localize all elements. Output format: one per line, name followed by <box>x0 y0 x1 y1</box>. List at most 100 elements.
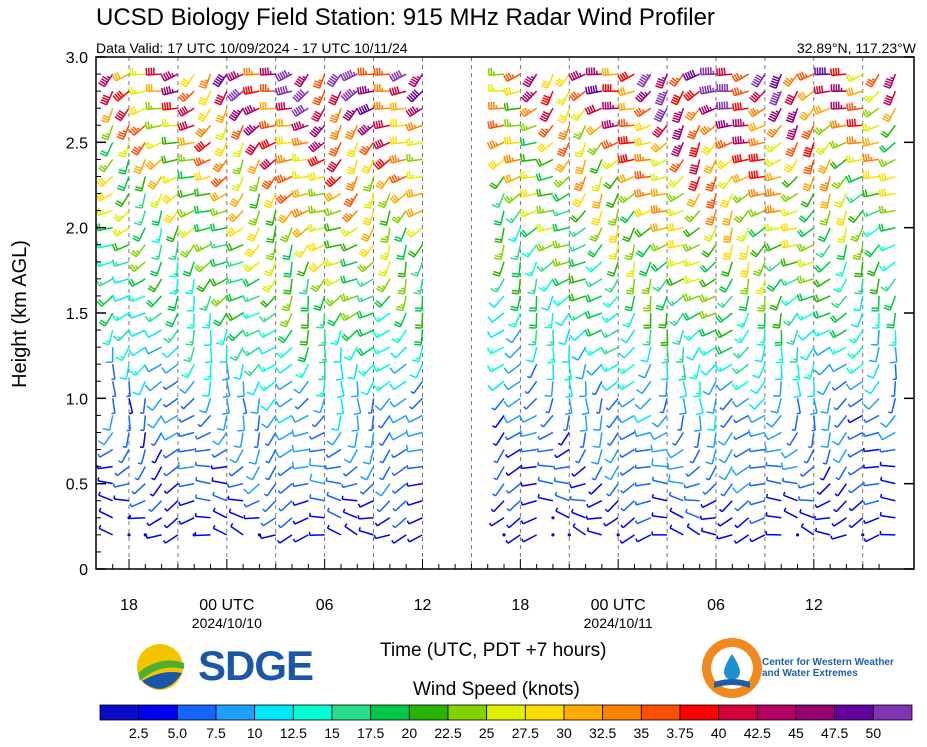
wind-barb <box>554 491 570 502</box>
wind-barb <box>585 515 602 520</box>
wind-barb <box>329 107 342 124</box>
wind-barb <box>228 508 244 519</box>
wind-barb <box>617 173 635 184</box>
wind-barb <box>633 207 652 218</box>
colorbar-label: 2.5 <box>129 725 149 741</box>
wind-barb <box>749 244 766 258</box>
wind-barb <box>888 330 897 347</box>
wind-barb <box>139 432 147 449</box>
wind-barb <box>99 142 114 157</box>
wind-barb <box>357 261 375 273</box>
wind-barb <box>731 465 750 476</box>
wind-barb <box>870 330 880 346</box>
wind-barb <box>536 188 554 197</box>
wind-barb <box>358 527 374 536</box>
wind-barb <box>835 466 848 481</box>
wind-barb <box>755 278 766 295</box>
colorbar-swatch <box>370 704 410 721</box>
wind-barb <box>307 188 325 197</box>
wind-barb <box>545 398 554 414</box>
wind-barb <box>163 466 179 477</box>
wind-barb <box>633 107 652 118</box>
wind-barb <box>361 159 375 175</box>
wind-barb <box>625 261 636 278</box>
wind-barb <box>829 312 847 324</box>
wind-barb <box>606 432 619 446</box>
wind-barb <box>300 312 310 329</box>
wind-barb <box>537 461 554 468</box>
wind-barb <box>177 171 195 180</box>
wind-barb <box>650 261 668 272</box>
colorbar-label: 30 <box>556 725 572 741</box>
wind-barb <box>259 295 277 308</box>
wind-barb <box>689 364 701 380</box>
wind-barb <box>579 415 588 432</box>
wind-barb <box>336 364 344 381</box>
wind-barb <box>732 346 750 359</box>
wind-barb <box>863 90 880 103</box>
wind-barb <box>178 482 195 488</box>
wind-barb <box>336 381 345 399</box>
wind-barb <box>669 507 684 519</box>
wind-barb <box>324 175 342 188</box>
wind-barb <box>731 380 750 391</box>
wind-barb <box>812 310 831 319</box>
wind-barb <box>799 346 815 361</box>
wind-barb <box>503 192 521 204</box>
wind-barb <box>716 295 733 309</box>
wind-barb <box>405 122 423 132</box>
wind-barb <box>177 153 195 162</box>
wind-barb <box>705 193 717 209</box>
wind-barb <box>373 312 391 323</box>
wind-barb <box>883 90 897 106</box>
wind-barb <box>848 329 864 344</box>
wind-barb <box>275 363 293 374</box>
wind-barb <box>570 508 586 519</box>
wind-barb <box>651 531 668 536</box>
wind-barb <box>395 295 407 312</box>
wind-barb <box>199 295 212 311</box>
wind-barb <box>783 507 798 519</box>
colorbar-label: 20 <box>402 725 418 741</box>
wind-barb <box>553 477 570 485</box>
wind-barb <box>829 158 847 170</box>
wind-barb <box>871 295 880 312</box>
wind-barb <box>389 136 407 145</box>
wind-barb <box>293 244 309 258</box>
wind-barb <box>698 104 717 115</box>
wind-barb <box>847 431 864 441</box>
wind-barb <box>216 329 228 346</box>
wind-barb <box>405 429 423 438</box>
wind-barb <box>699 261 717 273</box>
data-valid-range: Data Valid: 17 UTC 10/09/2024 - 17 UTC 1… <box>96 40 408 56</box>
wind-barb <box>595 398 603 414</box>
wind-barb <box>563 415 570 431</box>
wind-barb <box>212 524 228 536</box>
wind-barb <box>111 276 130 284</box>
wind-barb <box>654 90 668 106</box>
wind-barb <box>718 449 733 464</box>
wind-barb <box>619 210 636 224</box>
colorbar-label: 5.0 <box>168 725 188 741</box>
wind-barb <box>731 483 750 494</box>
wind-barb <box>308 448 325 453</box>
wind-barb <box>617 380 635 391</box>
wind-barb <box>310 107 326 123</box>
wind-barb <box>261 176 277 190</box>
wind-barb <box>892 364 897 381</box>
wind-barb <box>347 432 359 449</box>
x-tick-label: 18 <box>120 597 138 614</box>
wind-barb <box>666 277 684 287</box>
wind-barb <box>151 227 163 244</box>
wind-barb <box>584 278 603 288</box>
wind-barb <box>364 432 375 449</box>
wind-barb <box>819 193 831 209</box>
wind-barb <box>519 227 538 238</box>
wind-barb <box>642 330 652 346</box>
wind-barb <box>785 107 799 124</box>
wind-barb <box>608 244 619 261</box>
wind-barb <box>817 227 831 243</box>
wind-barb <box>747 122 766 132</box>
wind-barb <box>134 210 147 226</box>
wind-barb <box>733 210 750 224</box>
